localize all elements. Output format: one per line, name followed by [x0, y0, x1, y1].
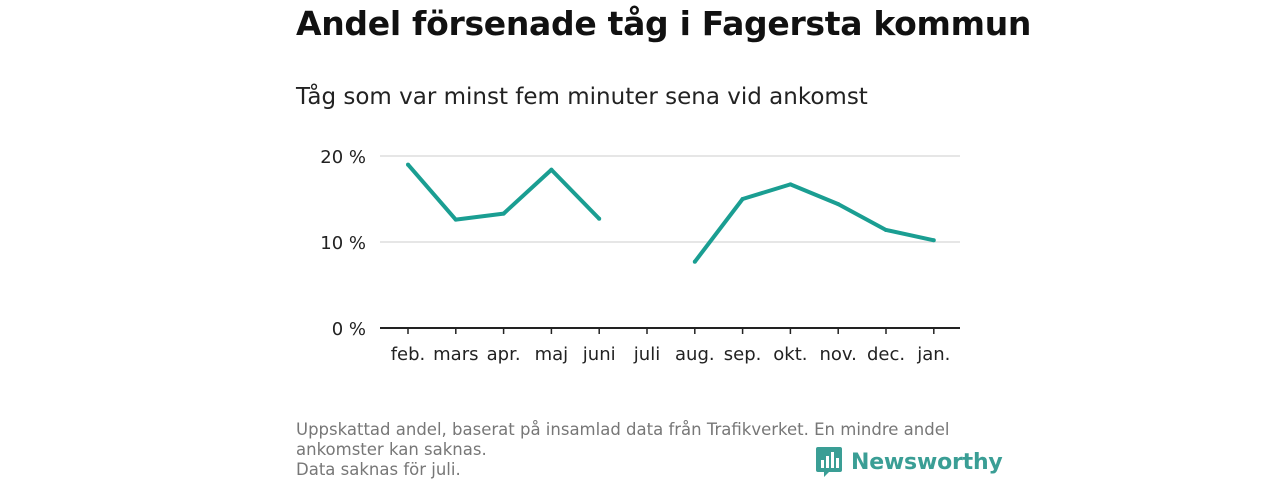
- newsworthy-logo-icon: [816, 447, 842, 477]
- footnote-source: Uppskattad andel, baserat på insamlad da…: [296, 420, 950, 459]
- y-tick-label: 10 %: [320, 233, 366, 254]
- x-tick-label: okt.: [773, 344, 807, 365]
- data-point: [549, 167, 554, 172]
- data-point: [788, 182, 793, 187]
- line-chart: 0 % 10 % 20 % feb. mars apr. maj juni juli aug. s…: [320, 147, 960, 365]
- brand-name: Newsworthy: [851, 449, 1003, 475]
- series-line-segment: [693, 182, 935, 263]
- data-point: [501, 211, 506, 216]
- x-tick-label: maj: [535, 344, 569, 365]
- x-tick-label: juli: [633, 344, 660, 365]
- y-tick-label: 0 %: [332, 319, 366, 340]
- footnote-missing-data: Data saknas för juli.: [296, 460, 461, 479]
- x-tick-label: dec.: [867, 344, 905, 365]
- x-tick-label: jan.: [916, 344, 950, 365]
- x-tick-label: sep.: [724, 344, 762, 365]
- data-point: [692, 259, 697, 264]
- data-point: [836, 202, 841, 207]
- data-point: [406, 162, 410, 167]
- data-point: [597, 216, 602, 221]
- chart-title: Andel försenade tåg i Fagersta kommun: [296, 4, 1032, 43]
- x-axis: feb. mars apr. maj juni juli aug. sep. okt. nov. d…: [380, 327, 960, 365]
- y-axis-ticks: 0 % 10 % 20 %: [320, 147, 366, 340]
- data-point: [453, 217, 458, 222]
- x-tick-label: aug.: [675, 344, 715, 365]
- x-tick-label: nov.: [819, 344, 856, 365]
- gridlines: [380, 155, 960, 243]
- x-tick-label: feb.: [391, 344, 426, 365]
- x-tick-label: juni: [582, 344, 616, 365]
- chart-footnote: Uppskattad andel, baserat på insamlad da…: [296, 420, 996, 480]
- data-point: [931, 238, 936, 243]
- data-point: [740, 197, 745, 201]
- chart-subtitle: Tåg som var minst fem minuter sena vid a…: [296, 84, 868, 110]
- series-lines: [406, 162, 936, 264]
- x-tick-label: mars: [433, 344, 478, 365]
- series-line-segment: [406, 163, 601, 222]
- y-tick-label: 20 %: [320, 147, 366, 168]
- data-point: [884, 227, 888, 232]
- x-tick-label: apr.: [487, 344, 521, 365]
- brand-logo: Newsworthy: [815, 446, 1003, 478]
